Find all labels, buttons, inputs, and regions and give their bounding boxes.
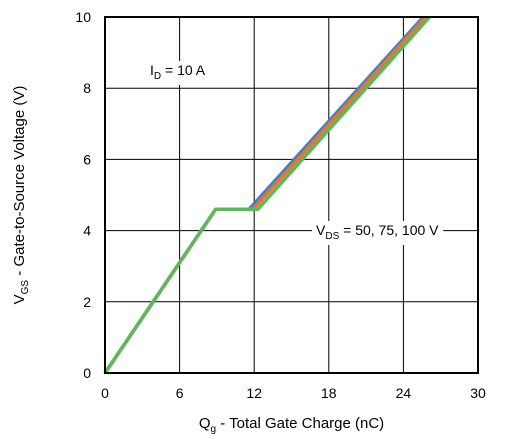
x-tick-label: 0	[101, 385, 109, 401]
plot-frame	[104, 16, 479, 374]
vds-annotation: VDS = 50, 75, 100 V	[316, 222, 439, 242]
vds-annotation-rest: = 50, 75, 100 V	[339, 222, 439, 238]
vds-annotation-main: V	[316, 222, 326, 238]
id-annotation-main: I	[150, 62, 154, 78]
vds-annotation-bg	[312, 221, 444, 245]
id-annotation-rest: = 10 A	[161, 62, 206, 78]
y-axis-title: VGS - Gate-to-Source Voltage (V)	[11, 86, 31, 305]
y-tick-label: 2	[83, 294, 91, 310]
y-tick-label: 6	[83, 151, 91, 167]
x-axis-title-sub: g	[210, 424, 216, 435]
y-axis-title-main: V	[11, 294, 28, 304]
id-annotation-bg	[146, 61, 210, 85]
id-annotation-sub: D	[154, 71, 161, 82]
y-tick-label: 10	[75, 9, 91, 25]
y-tick-label: 4	[83, 223, 91, 239]
x-tick-label: 18	[321, 385, 337, 401]
x-tick-label: 24	[396, 385, 412, 401]
x-axis-title: Qg - Total Gate Charge (nC)	[199, 415, 384, 435]
id-annotation: ID = 10 A	[150, 62, 206, 82]
x-axis-title-rest: - Total Gate Charge (nC)	[216, 415, 384, 432]
x-tick-label: 12	[246, 385, 262, 401]
y-axis-title-sub: GS	[20, 280, 31, 295]
series-line	[103, 15, 431, 374]
y-tick-label: 0	[83, 365, 91, 381]
vds-annotation-sub: DS	[325, 231, 339, 242]
grid-lines	[105, 17, 478, 373]
y-axis-title-rest: - Gate-to-Source Voltage (V)	[11, 86, 28, 280]
x-tick-label: 30	[470, 385, 486, 401]
y-tick-label: 8	[83, 80, 91, 96]
series-layer	[103, 15, 431, 374]
x-tick-label: 6	[176, 385, 184, 401]
x-axis-title-main: Q	[199, 415, 211, 432]
